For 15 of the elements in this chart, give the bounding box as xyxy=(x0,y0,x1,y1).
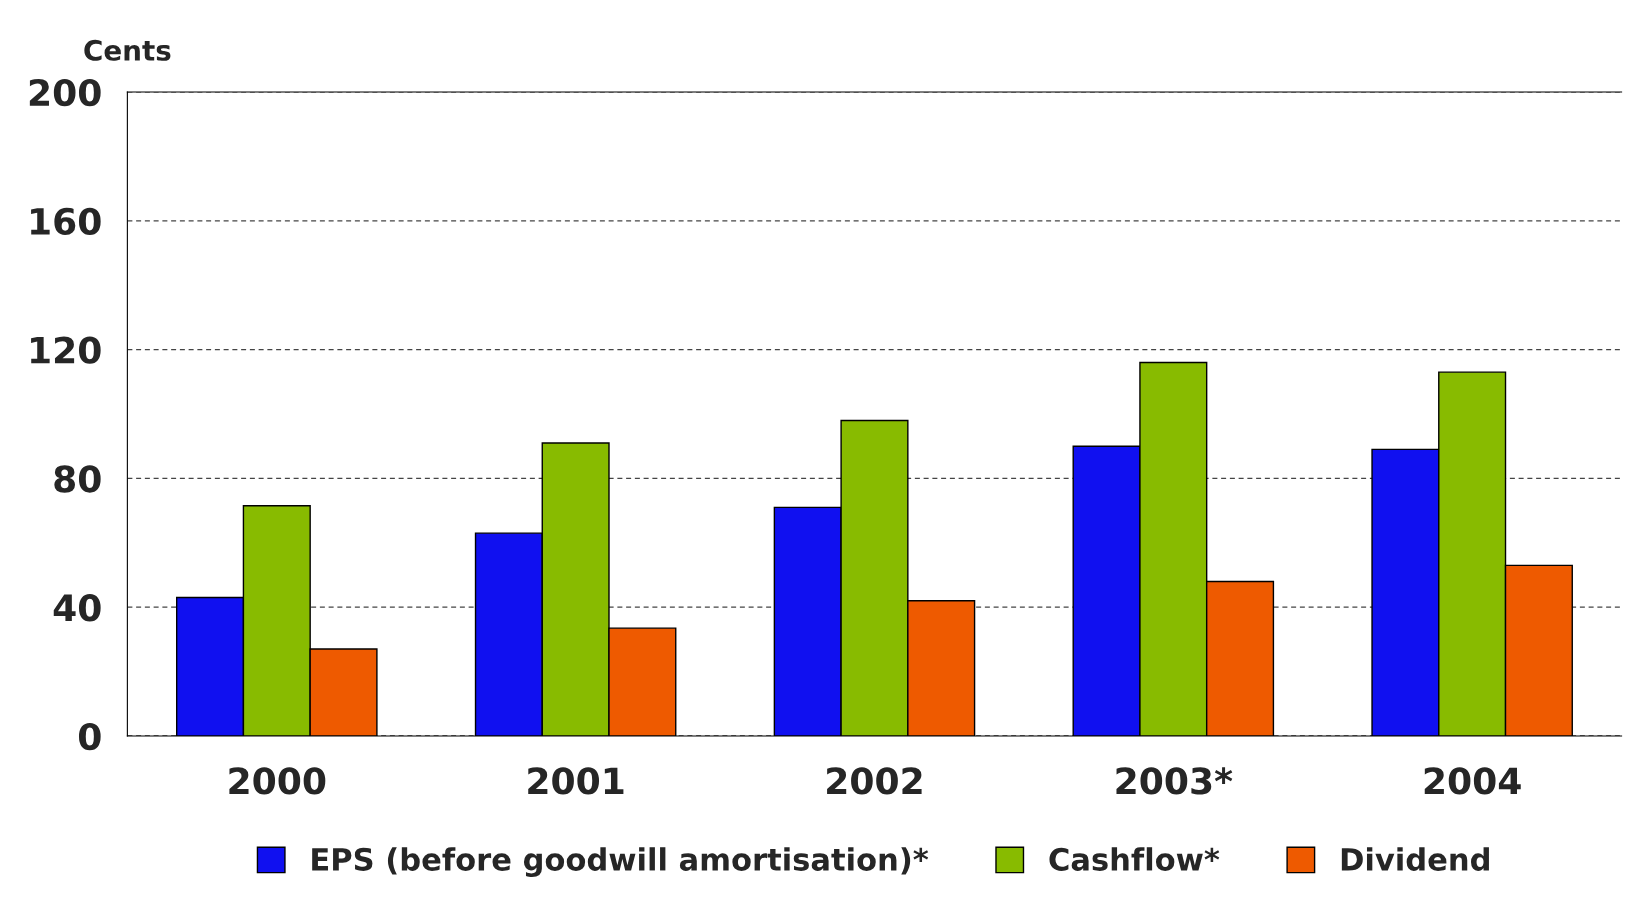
y-tick-label: 160 xyxy=(31,207,101,236)
y-tick-label: 80 xyxy=(54,465,101,493)
y-tick-label: 200 xyxy=(29,78,101,107)
x-tick-label: 2000 xyxy=(229,767,326,795)
x-tick-label: 2004 xyxy=(1424,767,1521,795)
x-tick-label: 2003* xyxy=(1116,767,1233,795)
y-axis-title: Cents xyxy=(84,39,171,61)
x-tick-label: 2001 xyxy=(528,767,624,795)
x-tick-label: 2002 xyxy=(827,767,922,795)
y-tick-label: 40 xyxy=(53,594,101,622)
y-tick-label: 120 xyxy=(31,336,101,364)
y-tick-label: 0 xyxy=(78,722,101,751)
legend-label: Cashflow* xyxy=(1049,847,1220,871)
legend-label: Dividend xyxy=(1341,847,1489,871)
legend-label: EPS (before goodwill amortisation)* xyxy=(312,847,929,878)
